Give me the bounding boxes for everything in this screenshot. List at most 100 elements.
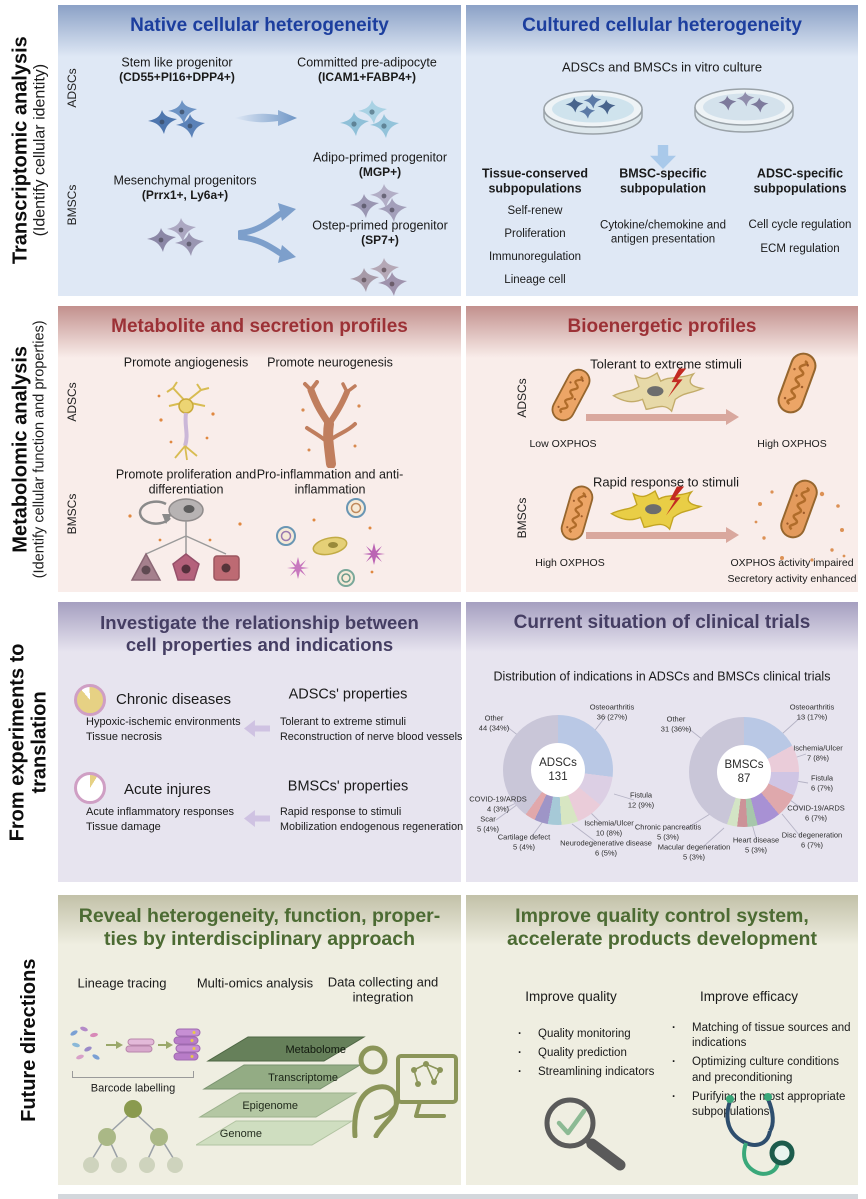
bmsc-row-label: BMSCs [65, 493, 79, 535]
oxphos-impaired-label: OXPHOS activity impaired [730, 556, 854, 569]
mitochondrion-high-icon [770, 347, 824, 420]
branching-arrows-icon [238, 203, 296, 263]
mesenchymal-progenitors-markers: (Prrx1+, Ly6a+) [141, 187, 229, 202]
chronic-diseases-label: Chronic diseases [116, 691, 232, 708]
donut-label: Osteoarthritis 36 (27%) [589, 702, 635, 721]
bmsc-row-label: BMSCs [65, 184, 79, 226]
committed-preadipocyte-markers: (ICAM1+FABP4+) [317, 69, 417, 84]
immune-cells-icon [276, 498, 385, 587]
donut-center-label: ADSCs [539, 756, 577, 769]
adipo-primed-label: Adipo-primed progenitor [312, 150, 448, 165]
data-collecting-header: Data collecting and integration [327, 974, 439, 1005]
adsc-properties-header: ADSCs' properties [288, 686, 408, 703]
panel-native-heterogeneity: Native cellular heterogeneity ADSCs BMSC… [58, 5, 461, 296]
subpop-item: Immunoregulation [488, 251, 582, 264]
sidebar-row2: Metabolomic analysis (Identify cellular … [0, 306, 58, 592]
adsc-row-label: ADSCs [65, 68, 79, 108]
vessel-tree-icon [301, 380, 361, 468]
sidebar-row1: Transcriptomic analysis (Identify cellul… [0, 5, 58, 296]
acute-line: Acute inflammatory responses [86, 806, 234, 818]
neuron-icon [157, 381, 215, 461]
petri-dish-bmsc-icon [694, 88, 794, 133]
angiogenesis-label: Promote angiogenesis [123, 355, 249, 370]
differentiation-arrow-icon [234, 110, 297, 126]
list-item: Optimizing culture conditions and precon… [664, 1055, 852, 1085]
bmsc-row-label: BMSCs [515, 497, 529, 539]
subpop-item: Proliferation [504, 228, 566, 241]
panel-title-line2: cell properties and indications [125, 634, 394, 655]
donut-label: Chronic pancreatitis 5 (3%) [634, 822, 702, 841]
bmsc-cell-stimulus-icon [610, 486, 703, 531]
donut-label: Disc degeneration 6 (7%) [781, 830, 843, 849]
chronic-clock-icon [74, 684, 106, 716]
arrow-left-icon [244, 720, 270, 737]
next-section-edge [58, 1194, 858, 1199]
panel-title-line1: Reveal heterogeneity, function, proper- [78, 905, 441, 927]
donut-label: Macular degeneration 5 (3%) [657, 842, 731, 861]
osteo-primed-label: Ostep-primed progenitor [312, 218, 448, 233]
lineage-tracing-header: Lineage tracing [77, 975, 167, 991]
donut-label: Neurodegenerative disease 6 (5%) [560, 838, 652, 857]
panel-title-line1: Investigate the relationship between [100, 612, 419, 633]
sidebar-title-transcriptomic: Transcriptomic analysis [8, 36, 31, 265]
donut-label: Other 31 (36%) [660, 714, 692, 733]
sidebar-title-translation: From experiments to translation [6, 643, 51, 841]
chronic-line: Tissue necrosis [86, 731, 163, 743]
mesenchymal-progenitors-label: Mesenchymal progenitors [113, 173, 257, 188]
subpop-item: Cytokine/chemokine and antigen presentat… [600, 219, 726, 245]
sidebar-row3: From experiments to translation [0, 602, 58, 882]
committed-cell-cluster-icon [340, 100, 399, 138]
mitochondrion-low-icon [544, 362, 598, 427]
panel-metabolite-secretion: Metabolite and secretion profiles ADSCs … [58, 306, 461, 592]
proliferation-label: Promote proliferation and differentiatio… [115, 467, 257, 496]
donut-center-label: BMSCs [724, 758, 764, 771]
secretory-enhanced-label: Secretory activity enhanced [727, 572, 857, 585]
multiomics-header: Multi-omics analysis [196, 975, 314, 991]
subpop-item: Lineage cell [504, 274, 566, 287]
petri-dish-adsc-icon [543, 90, 643, 135]
inflammation-label: Pro-inflammation and anti-inflammation [256, 467, 404, 496]
adipo-primed-markers: (MGP+) [358, 164, 402, 179]
mitochondrion-high2-icon [555, 481, 600, 545]
panel-title-line2: ties by interdisciplinary approach [103, 928, 415, 950]
donut-label: Fistula 12 (9%) [627, 790, 655, 809]
sidebar-title-metabolomic: Metabolomic analysis [9, 345, 32, 553]
donut-label: COVID-19/ARDS 6 (7%) [787, 803, 845, 822]
adsc-donut-chart: ADSCs 131 [503, 715, 613, 825]
chronic-line: Hypoxic-ischemic environments [86, 716, 241, 728]
subpop-item: Cell cycle regulation [748, 219, 852, 232]
adsc-donut-center: ADSCs 131 [531, 743, 585, 797]
barcode-caption: Barcode labelling [90, 1082, 176, 1095]
adipo-primed-cluster-icon [350, 184, 407, 222]
high-oxphos2-label: High OXPHOS [535, 556, 605, 569]
mitochondrion-impaired-icon [773, 474, 825, 544]
stem-progenitor-label: Stem like progenitor [121, 55, 233, 70]
osteo-primed-markers: (SP7+) [361, 232, 399, 247]
rapid-response-label: Rapid response to stimuli [593, 474, 739, 490]
sidebar-row4: Future directions [0, 895, 58, 1185]
bmsc-property: Mobilization endogenous regeneration [280, 821, 464, 833]
data-analyst-icon [352, 1045, 458, 1138]
panel-interdisciplinary: Reveal heterogeneity, function, proper- … [58, 895, 461, 1185]
committed-preadipocyte-label: Committed pre-adipocyte [297, 55, 437, 70]
lineage-tree-icon [83, 1100, 183, 1173]
subpop-item: Self-renew [507, 205, 563, 218]
adsc-property: Reconstruction of nerve blood vessels [280, 731, 463, 743]
donut-label: Cartilage defect 5 (4%) [497, 832, 551, 851]
donut-label: Scar 5 (4%) [476, 814, 500, 833]
stem-cell-cluster-icon [148, 100, 205, 138]
panel-title: Bioenergetic profiles [567, 316, 757, 337]
stem-differentiation-icon [128, 498, 242, 581]
quality-list: Quality monitoring Quality prediction St… [510, 1027, 670, 1085]
sidebar-subtitle-transcriptomic: (Identify cellular identity) [31, 64, 49, 237]
donut-label: Other 44 (34%) [478, 713, 510, 732]
donut-label: Heart disease 5 (3%) [732, 835, 780, 854]
bmsc-specific-header: BMSC-specific subpopulation [619, 166, 707, 195]
stem-progenitor-markers: (CD55+PI16+DPP4+) [119, 69, 235, 84]
bmsc-property: Rapid response to stimuli [280, 806, 402, 818]
list-item: Streamlining indicators [510, 1065, 670, 1080]
omics-layer-label: Transcriptome [268, 1072, 338, 1084]
sidebar-subtitle-metabolomic: (Identify cellular function and properti… [32, 320, 49, 578]
donut-center-value: 87 [737, 773, 751, 785]
